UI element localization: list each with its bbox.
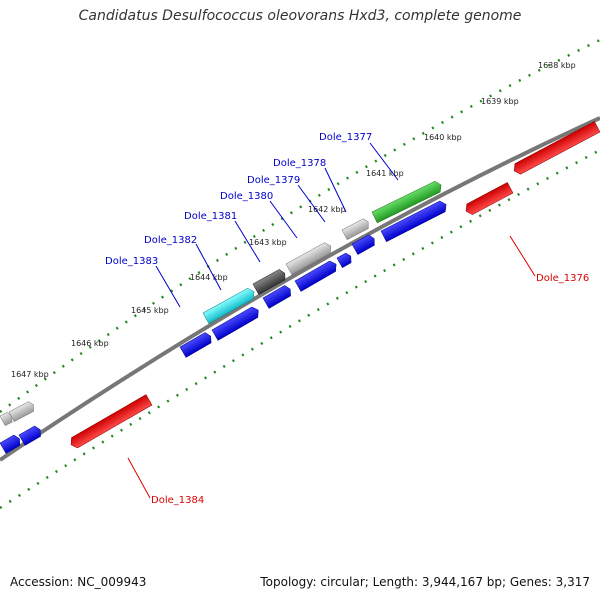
gene-label-dole-1384[interactable]: Dole_1384 xyxy=(151,495,204,506)
gene-blue-8[interactable] xyxy=(0,434,22,454)
kbp-label: 1638 kbp xyxy=(538,61,576,70)
genome-title: Candidatus Desulfococcus oleovorans Hxd3… xyxy=(78,8,522,24)
gene-gray-left-1[interactable] xyxy=(0,411,14,427)
gene-dole-1384[interactable] xyxy=(68,394,153,450)
label-leaders xyxy=(155,142,399,308)
genome-backbone xyxy=(0,116,600,462)
gene-blue-3[interactable] xyxy=(336,252,354,268)
kbp-label: 1643 kbp xyxy=(249,238,287,247)
gene-dole-1381[interactable] xyxy=(252,268,288,295)
gene-dole-1378[interactable] xyxy=(341,217,371,241)
kbp-label: 1646 kbp xyxy=(71,339,109,348)
gene-dole-1377[interactable] xyxy=(371,180,444,224)
gene-blue-7[interactable] xyxy=(179,331,214,358)
gene-red-2[interactable] xyxy=(463,182,514,216)
leader-dole-1378 xyxy=(324,167,347,213)
gene-blue-4[interactable] xyxy=(294,259,339,292)
leader-dole-1384 xyxy=(127,457,151,499)
kbp-label: 1639 kbp xyxy=(481,97,519,106)
gene-dole-1380[interactable] xyxy=(285,241,334,275)
gene-dole-1382[interactable] xyxy=(202,286,257,324)
leader-dole-1379 xyxy=(297,184,326,223)
gene-label-dole-1378[interactable]: Dole_1378 xyxy=(273,158,326,169)
gene-blue-9[interactable] xyxy=(18,425,43,446)
kbp-label: 1647 kbp xyxy=(11,370,49,379)
gene-blue-6[interactable] xyxy=(211,305,261,341)
gene-label-dole-1382[interactable]: Dole_1382 xyxy=(144,235,197,246)
kbp-label: 1641 kbp xyxy=(366,169,404,178)
leader-dole-1383 xyxy=(155,265,181,308)
gene-label-dole-1381[interactable]: Dole_1381 xyxy=(184,211,237,222)
gene-label-dole-1377[interactable]: Dole_1377 xyxy=(319,132,372,143)
gene-dole-1376[interactable] xyxy=(511,121,600,176)
leader-dole-1381 xyxy=(234,220,261,263)
gene-label-dole-1380[interactable]: Dole_1380 xyxy=(220,191,273,202)
genome-info-text: Topology: circular; Length: 3,944,167 bp… xyxy=(260,575,590,589)
leader-dole-1376 xyxy=(509,235,536,277)
gene-label-dole-1376[interactable]: Dole_1376 xyxy=(536,273,589,284)
outer-dotted-scale xyxy=(0,38,600,414)
kbp-label: 1642 kbp xyxy=(308,205,346,214)
accession-text: Accession: NC_009943 xyxy=(10,575,147,589)
gene-label-dole-1379[interactable]: Dole_1379 xyxy=(247,175,300,186)
gene-label-dole-1383[interactable]: Dole_1383 xyxy=(105,256,158,267)
kbp-ticks: 1638 kbp 1639 kbp 1640 kbp 1641 kbp 1642… xyxy=(11,61,576,379)
leader-dole-1380 xyxy=(269,200,298,239)
kbp-label: 1644 kbp xyxy=(190,273,228,282)
leader-dole-1382 xyxy=(195,243,222,291)
gene-blue-1[interactable] xyxy=(380,199,449,243)
kbp-label: 1640 kbp xyxy=(424,133,462,142)
leader-dole-1377 xyxy=(369,142,399,181)
gene-blue-2[interactable] xyxy=(351,233,377,255)
gene-blue-5[interactable] xyxy=(262,284,293,309)
kbp-label: 1645 kbp xyxy=(131,306,169,315)
inner-dotted-scale xyxy=(0,148,600,510)
gene-gray-left-2[interactable] xyxy=(8,400,36,423)
